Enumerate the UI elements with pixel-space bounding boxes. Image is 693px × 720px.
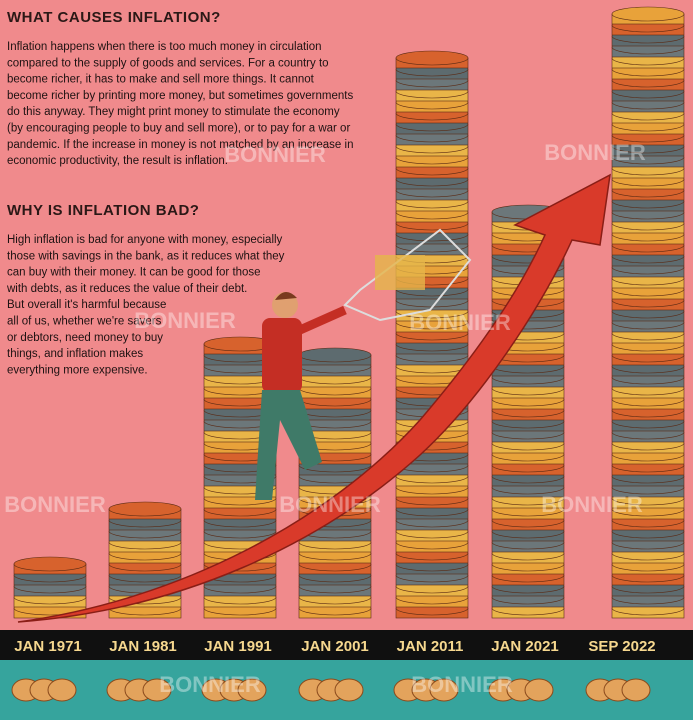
bread — [525, 679, 553, 701]
coin-top — [109, 502, 181, 516]
timeline-label: JAN 2001 — [301, 638, 369, 655]
timeline-label: JAN 2011 — [397, 638, 464, 655]
watermark: BONNIER — [544, 140, 646, 165]
heading: WHY IS INFLATION BAD? — [7, 202, 199, 219]
paragraph-line: become richer, it has to make and sell m… — [7, 74, 315, 86]
infographic: WHAT CAUSES INFLATION? Inflation happens … — [0, 0, 693, 720]
coin-top — [299, 348, 371, 362]
paragraph-line: or debtors, need money to buy — [7, 332, 163, 344]
timeline-label: JAN 1991 — [204, 638, 272, 655]
bread — [48, 679, 76, 701]
watermark: BONNIER — [4, 492, 106, 517]
timeline-label: JAN 1971 — [14, 638, 82, 655]
timeline-label: JAN 2021 — [491, 638, 559, 655]
paragraph-line: High inflation is bad for anyone with mo… — [7, 234, 283, 246]
watermark: BONNIER — [159, 672, 261, 697]
paragraph-line: economic productivity, the result is inf… — [7, 155, 228, 167]
paragraph-line: Inflation happens when there is too much… — [7, 41, 322, 53]
paragraph-line: everything more expensive. — [7, 364, 148, 376]
heading: WHAT CAUSES INFLATION? — [7, 9, 221, 26]
bread — [622, 679, 650, 701]
paragraph-line: become richer by printing more money, bu… — [7, 90, 353, 102]
paragraph-line: do this anyway. They might print money t… — [7, 106, 340, 118]
watermark: BONNIER — [409, 310, 511, 335]
timeline-label: SEP 2022 — [588, 638, 655, 655]
coin-top — [612, 7, 684, 21]
watermark: BONNIER — [411, 672, 513, 697]
watermark: BONNIER — [279, 492, 381, 517]
timeline-label: JAN 1981 — [109, 638, 177, 655]
watermark: BONNIER — [134, 308, 236, 333]
watermark: BONNIER — [541, 492, 643, 517]
coin-top — [14, 557, 86, 571]
coin-top — [396, 51, 468, 65]
paragraph-line: can buy with their money. It can be good… — [7, 267, 261, 279]
paragraph-line: things, and inflation makes — [7, 348, 143, 360]
paragraph-line: those with savings in the bank, as it re… — [7, 250, 285, 262]
paragraph-line: with debts, as it reduces the value of t… — [6, 283, 247, 295]
watermark: BONNIER — [224, 142, 326, 167]
bread — [335, 679, 363, 701]
paragraph-line: (by encouraging people to buy and sell m… — [7, 123, 350, 135]
paragraph-line: compared to the supply of goods and serv… — [7, 57, 329, 69]
